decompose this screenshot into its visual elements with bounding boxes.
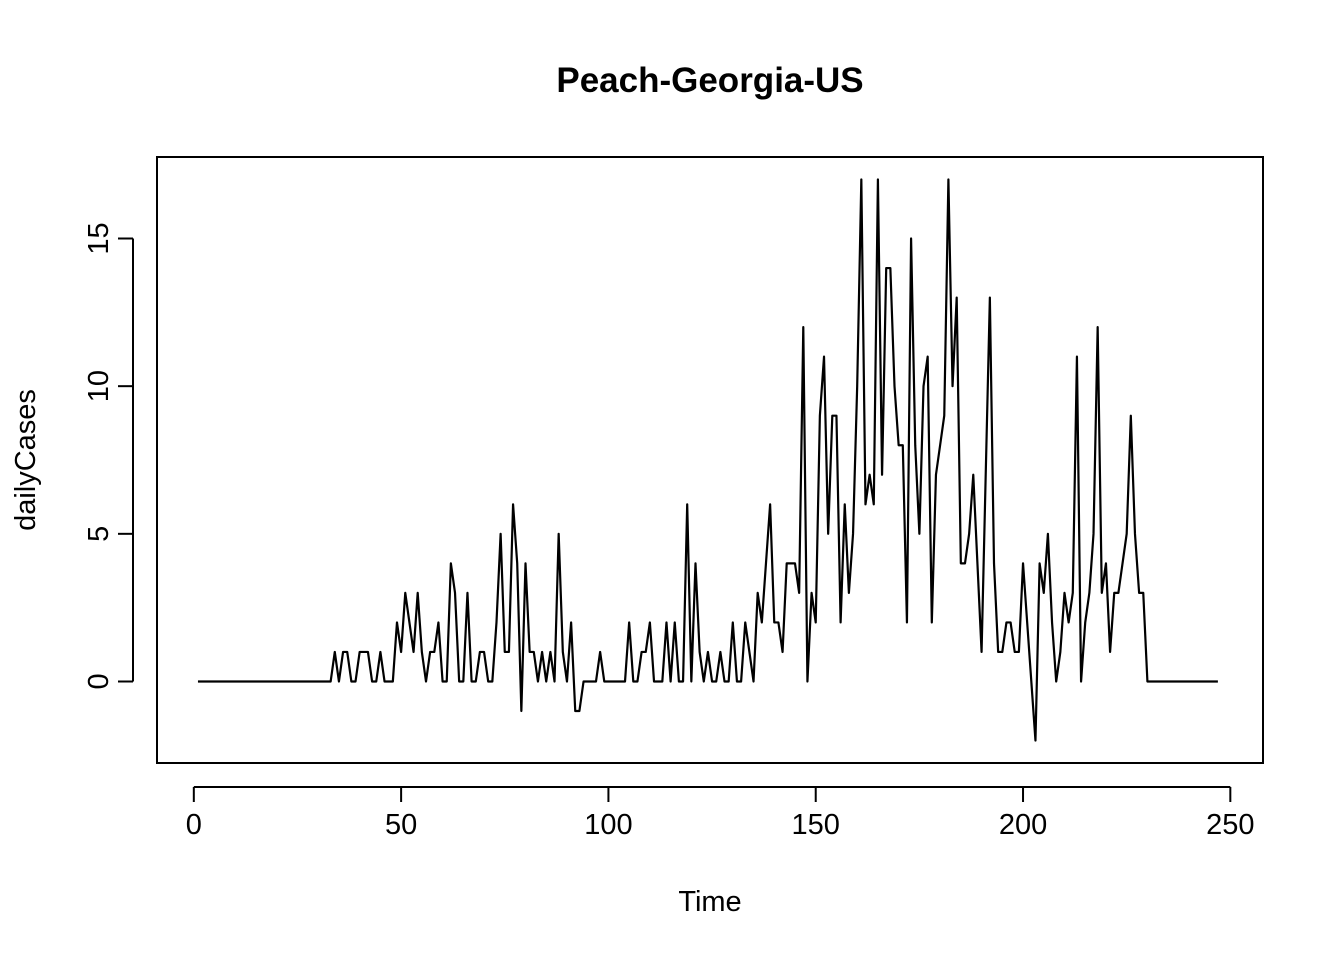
y-tick-label: 10 [83,370,115,402]
plot-frame [156,156,1264,764]
x-axis-label: Time [678,886,741,918]
x-tick-label: 150 [792,809,840,841]
y-tick-label: 0 [83,673,115,689]
y-tick-label: 15 [83,222,115,254]
x-tick-label: 50 [385,809,417,841]
x-tick-label: 0 [186,809,202,841]
y-axis: 0 5 10 15 [83,222,134,690]
x-tick-label: 250 [1206,809,1254,841]
daily-cases-line [197,178,1218,742]
x-tick-label: 200 [999,809,1047,841]
x-axis: 0 50 100 150 200 250 [186,786,1255,841]
y-tick-label: 5 [83,526,115,542]
chart-title: Peach-Georgia-US [556,61,863,100]
x-tick-label: 100 [584,809,632,841]
y-axis-label: dailyCases [10,389,42,531]
